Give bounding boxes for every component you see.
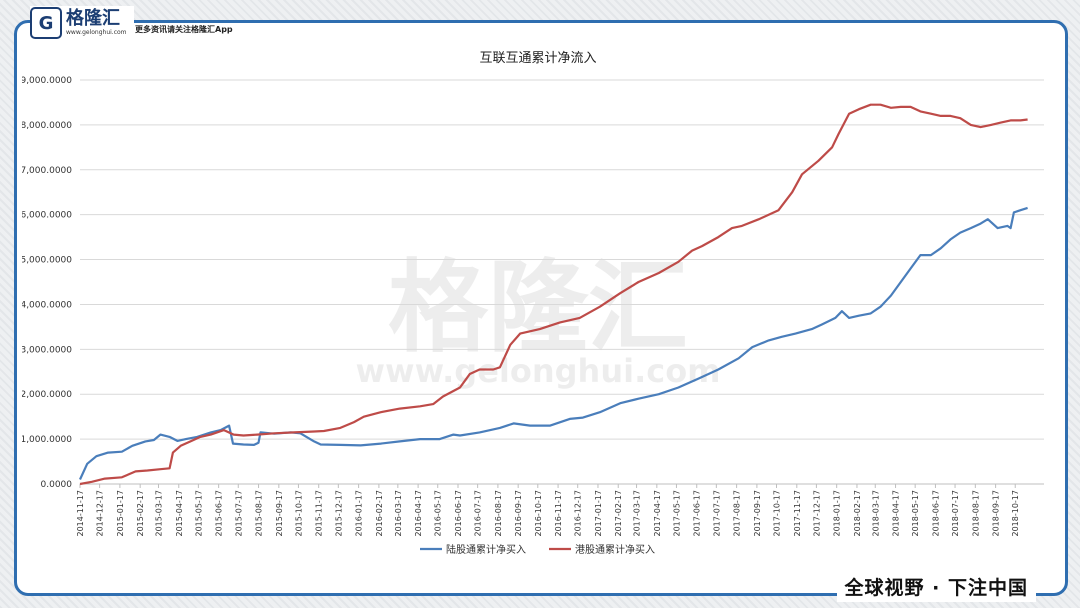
y-axis-ticks: 0.0000 1,000.0000 2,000.0000 3,000.0000 4,00…: [20, 76, 73, 490]
x-tick-label: 2015-10-17: [294, 490, 303, 537]
series-line-2: [79, 103, 1028, 486]
y-tick-label: 2,000.0000: [22, 390, 72, 400]
watermark-name: 格隆汇: [388, 249, 688, 366]
x-tick-label: 2015-11-17: [315, 490, 324, 537]
x-tick-label: 2018-07-17: [951, 490, 960, 537]
series-line-1: [79, 206, 1028, 480]
x-tick-label: 2017-04-17: [653, 490, 662, 537]
x-tick-label: 2016-08-17: [494, 490, 503, 537]
x-tick-label: 2015-05-17: [194, 490, 203, 537]
x-tick-label: 2017-06-17: [693, 490, 702, 537]
line-chart: 互联互通累计净流入 格隆汇 www.gelonghui.com 0.0000 1,…: [20, 51, 1044, 556]
legend: 陆股通累计净买入 港股通累计净买入: [420, 543, 655, 556]
y-tick-label: 0.0000: [41, 480, 73, 490]
x-tick-label: 2016-09-17: [514, 490, 523, 537]
x-tick-label: 2014-11-17: [76, 490, 85, 537]
x-tick-label: 2018-06-17: [931, 490, 940, 537]
x-tick-label: 2017-12-17: [812, 490, 821, 537]
x-tick-label: 2015-08-17: [255, 490, 264, 537]
x-tick-label: 2015-07-17: [234, 490, 243, 537]
x-tick-label: 2018-05-17: [911, 490, 920, 537]
x-tick-label: 2015-06-17: [215, 490, 224, 537]
x-tick-label: 2017-11-17: [793, 490, 802, 537]
logo-url: www.gelonghui.com: [66, 29, 127, 36]
x-tick-label: 2016-07-17: [474, 490, 483, 537]
legend-label: 港股通累计净买入: [575, 543, 655, 556]
x-tick-label: 2015-01-17: [116, 490, 125, 537]
x-tick-label: 2018-10-17: [1011, 490, 1020, 537]
logo-mark: G: [30, 7, 62, 39]
y-tick-label: 5,000.0000: [22, 256, 72, 266]
x-tick-label: 2018-04-17: [892, 490, 901, 537]
legend-label: 陆股通累计净买入: [446, 543, 526, 556]
x-tick-label: 2017-07-17: [712, 490, 721, 537]
y-tick-label: 8,000.0000: [22, 121, 72, 131]
x-tick-label: 2015-04-17: [175, 490, 184, 537]
x-tick-label: 2017-02-17: [614, 490, 623, 537]
y-tick-label: 7,000.0000: [22, 166, 72, 176]
y-tick-label: 9,000.0000: [22, 76, 72, 86]
x-tick-label: 2016-06-17: [454, 490, 463, 537]
watermark-url: www.gelonghui.com: [355, 352, 720, 390]
x-tick-label: 2017-05-17: [672, 490, 681, 537]
chart-title: 互联互通累计净流入: [479, 51, 596, 66]
x-tick-label: 2016-02-17: [375, 490, 384, 537]
x-tick-label: 2018-09-17: [992, 490, 1001, 537]
watermark: 格隆汇 www.gelonghui.com: [355, 249, 720, 390]
x-tick-label: 2014-12-17: [96, 490, 105, 537]
x-tick-label: 2016-05-17: [434, 490, 443, 537]
footer-slogan: 全球视野 · 下注中国: [836, 571, 1036, 602]
y-tick-label: 4,000.0000: [22, 300, 72, 310]
brand-logo: G 格隆汇 www.gelonghui.com: [30, 6, 134, 40]
x-tick-label: 2015-09-17: [275, 490, 284, 537]
x-tick-label: 2018-02-17: [853, 490, 862, 537]
x-tick-label: 2016-04-17: [414, 490, 423, 537]
x-tick-label: 2018-03-17: [871, 490, 880, 537]
x-tick-label: 2018-01-17: [833, 490, 842, 537]
y-tick-label: 1,000.0000: [22, 435, 72, 445]
series-lines: [79, 103, 1028, 486]
x-tick-label: 2015-03-17: [154, 490, 163, 537]
x-tick-label: 2018-08-17: [971, 490, 980, 537]
x-tick-label: 2017-03-17: [633, 490, 642, 537]
x-tick-label: 2016-10-17: [534, 490, 543, 537]
x-tick-label: 2016-03-17: [394, 490, 403, 537]
x-tick-label: 2017-10-17: [773, 490, 782, 537]
y-tick-label: 3,000.0000: [22, 345, 72, 355]
y-tick-label: 6,000.0000: [22, 211, 72, 221]
x-tick-label: 2015-02-17: [136, 490, 145, 537]
x-tick-label: 2017-09-17: [753, 490, 762, 537]
x-tick-label: 2017-01-17: [594, 490, 603, 537]
x-tick-label: 2016-01-17: [355, 490, 364, 537]
logo-name: 格隆汇: [66, 8, 120, 29]
x-tick-label: 2016-12-17: [574, 490, 583, 537]
x-tick-label: 2016-11-17: [554, 490, 563, 537]
x-tick-label: 2015-12-17: [334, 490, 343, 537]
x-axis-ticks: 2014-11-17 2014-12-17 2015-01-17 2015-02-17…: [76, 484, 1020, 537]
x-tick-label: 2017-08-17: [733, 490, 742, 537]
chart-container: 互联互通累计净流入 格隆汇 www.gelonghui.com 0.0000 1,…: [20, 42, 1054, 562]
brand-tagline: 更多资讯请关注格隆汇App: [133, 24, 235, 35]
